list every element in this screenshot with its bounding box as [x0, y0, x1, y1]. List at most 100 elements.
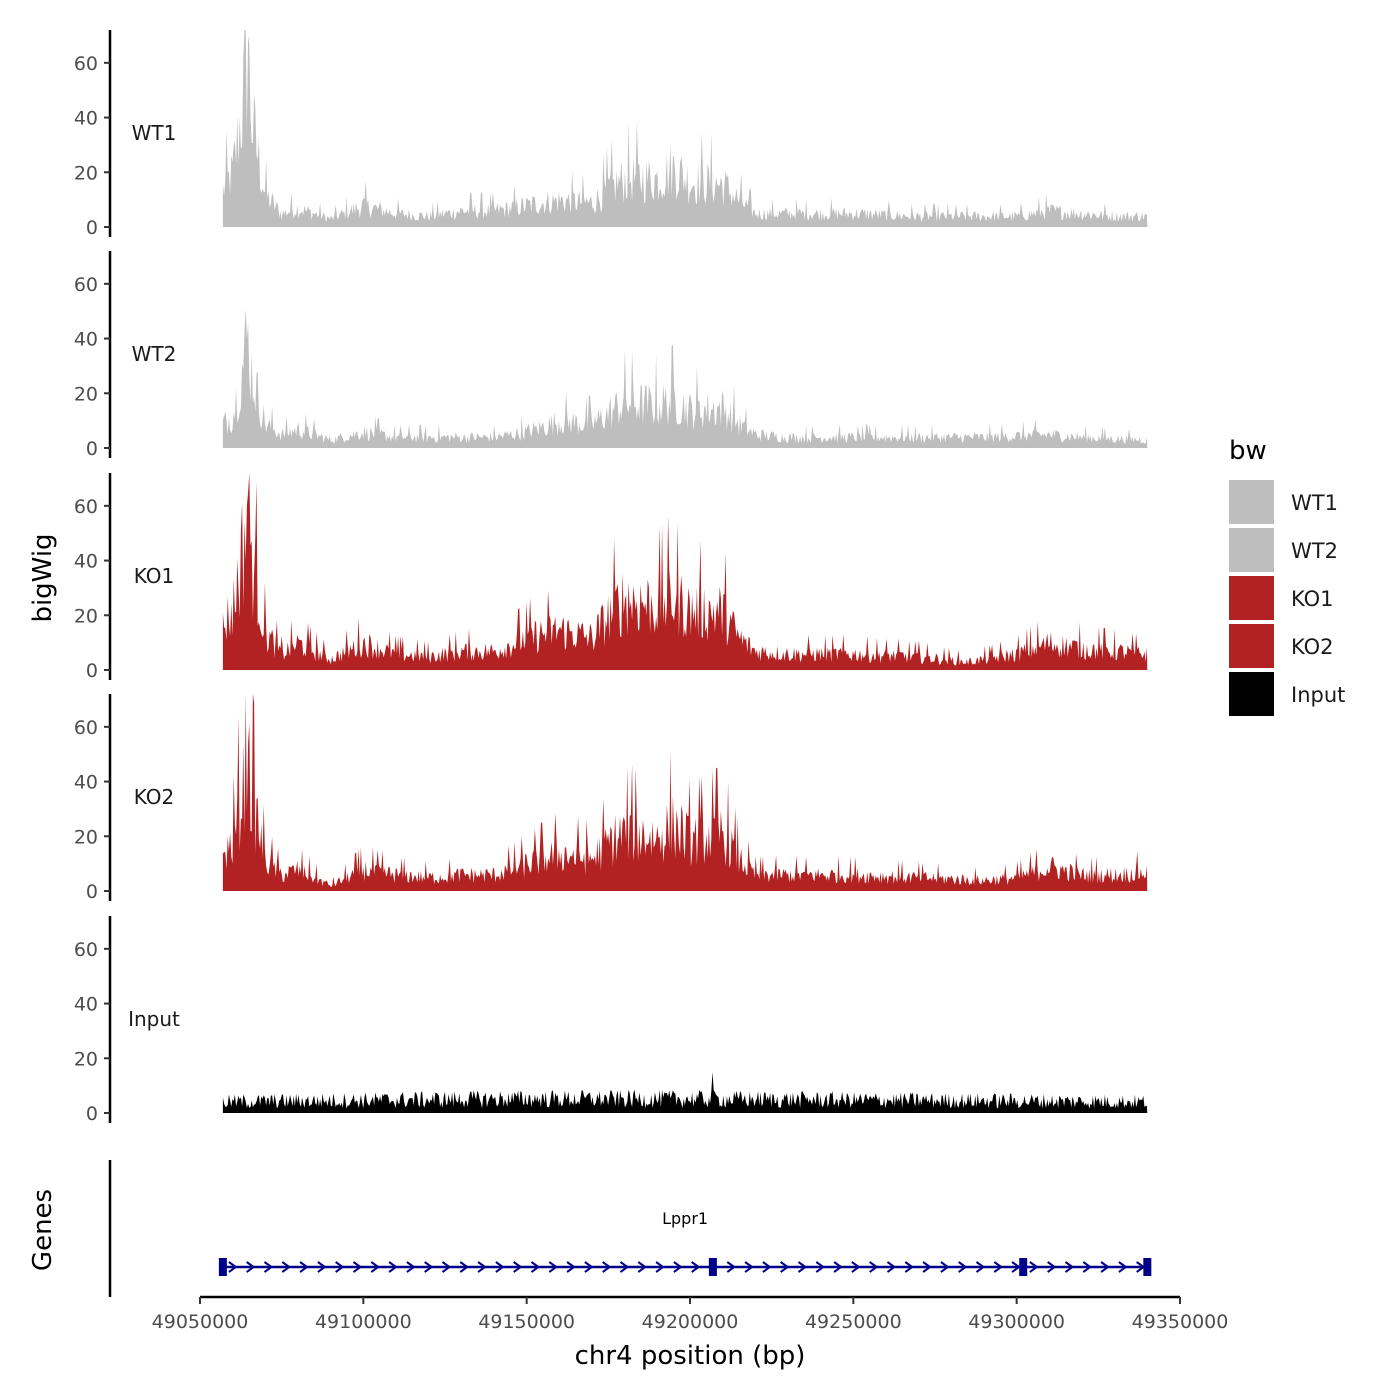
legend-label-wt1: WT1 — [1291, 491, 1338, 515]
strand-arrow — [1100, 1261, 1110, 1273]
track-label-ko2: KO2 — [134, 785, 175, 809]
strand-arrow — [869, 1261, 879, 1273]
y-tick-label: 0 — [86, 1103, 98, 1125]
strand-arrow — [1029, 1261, 1039, 1273]
strand-arrow — [530, 1261, 541, 1273]
y-tick-label: 60 — [74, 939, 98, 961]
strand-arrow — [1082, 1261, 1092, 1273]
strand-arrow — [263, 1261, 274, 1273]
track-label-wt2: WT2 — [132, 342, 177, 366]
legend-label-input: Input — [1291, 683, 1345, 707]
y-tick-label: 20 — [74, 383, 98, 405]
strand-arrow — [388, 1261, 398, 1273]
strand-arrow — [406, 1261, 416, 1273]
legend-key-input — [1229, 672, 1274, 716]
x-axis: 49050000 49100000 49150000 49200000 49250000… — [152, 1295, 1229, 1333]
y-tick-label: 40 — [74, 329, 98, 351]
strand-arrow — [886, 1261, 897, 1273]
y-tick-label: 20 — [74, 605, 98, 627]
strand-arrow — [1064, 1261, 1075, 1273]
genes-axis-title: Genes — [28, 1189, 58, 1271]
strand-arrow — [975, 1261, 986, 1273]
y-tick-label: 60 — [74, 496, 98, 518]
y-tick-label: 0 — [86, 660, 98, 682]
y-tick-label: 40 — [74, 994, 98, 1016]
coverage-area-wt1 — [222, 30, 1148, 227]
strand-arrow — [513, 1261, 523, 1273]
x-tick-label: 49100000 — [315, 1311, 412, 1333]
strand-arrow — [495, 1261, 505, 1273]
coverage-area-input — [222, 1072, 1148, 1113]
strand-arrow — [335, 1261, 345, 1273]
legend: bw WT1 WT2 KO1 KO2 Input — [1229, 436, 1345, 716]
strand-arrow — [851, 1261, 861, 1273]
track-label-ko1: KO1 — [134, 564, 175, 588]
strand-arrow — [299, 1261, 309, 1273]
strand-arrow — [940, 1261, 950, 1273]
strand-arrow — [958, 1261, 968, 1273]
strand-arrow — [797, 1261, 808, 1273]
strand-arrow — [815, 1261, 825, 1273]
y-tick-label: 20 — [74, 826, 98, 848]
strand-arrow — [691, 1261, 701, 1273]
strand-arrow — [246, 1261, 256, 1273]
y-tick-label: 60 — [74, 274, 98, 296]
legend-key-wt2 — [1229, 528, 1274, 572]
x-tick-label: 49300000 — [968, 1311, 1065, 1333]
strand-arrow — [762, 1261, 772, 1273]
strand-arrow — [904, 1261, 914, 1273]
track-label-wt1: WT1 — [132, 121, 177, 145]
x-tick-label: 49350000 — [1132, 1311, 1229, 1333]
strand-arrow — [637, 1261, 647, 1273]
strand-arrow — [655, 1261, 665, 1273]
strand-arrow — [602, 1261, 612, 1273]
coverage-area-ko1 — [222, 473, 1148, 670]
strand-arrow — [744, 1261, 754, 1273]
strand-arrow — [352, 1261, 363, 1273]
track-panel-input: 0 20 40 60 Input — [74, 916, 1148, 1125]
legend-label-ko1: KO1 — [1291, 587, 1334, 611]
strand-arrow — [441, 1261, 452, 1273]
legend-title: bw — [1229, 436, 1267, 466]
strand-arrow — [833, 1261, 843, 1273]
track-label-input: Input — [128, 1007, 180, 1031]
legend-key-ko1 — [1229, 576, 1274, 620]
strand-arrow — [922, 1261, 932, 1273]
legend-key-wt1 — [1229, 480, 1274, 524]
strand-arrow — [424, 1261, 434, 1273]
gene-exon — [1019, 1258, 1028, 1276]
track-panel-wt1: 0 20 40 60 WT1 — [74, 30, 1148, 239]
y-tick-label: 40 — [74, 772, 98, 794]
y-tick-label: 20 — [74, 162, 98, 184]
y-tick-label: 40 — [74, 551, 98, 573]
strand-arrow — [993, 1261, 1003, 1273]
y-tick-label: 60 — [74, 53, 98, 75]
strand-arrow — [281, 1261, 291, 1273]
legend-key-ko2 — [1229, 624, 1274, 668]
y-tick-label: 0 — [86, 217, 98, 239]
strand-arrow — [673, 1261, 683, 1273]
coverage-area-ko2 — [222, 694, 1148, 891]
y-tick-label: 60 — [74, 717, 98, 739]
strand-arrow — [584, 1261, 594, 1273]
gene-exon — [1143, 1258, 1152, 1276]
strand-arrow — [726, 1261, 736, 1273]
gene-exon — [708, 1258, 717, 1276]
strand-arrow — [459, 1261, 469, 1273]
y-tick-label: 0 — [86, 438, 98, 460]
x-tick-label: 49050000 — [152, 1311, 249, 1333]
y-tick-label: 20 — [74, 1048, 98, 1070]
y-axis-title: bigWig — [28, 533, 58, 622]
gene-exon — [218, 1258, 227, 1276]
strand-arrow — [370, 1261, 380, 1273]
y-tick-label: 40 — [74, 108, 98, 130]
track-panel-ko1: 0 20 40 60 KO1 — [74, 473, 1148, 682]
strand-arrow — [1118, 1261, 1128, 1273]
strand-arrow — [1047, 1261, 1057, 1273]
track-panel-wt2: 0 20 40 60 WT2 — [74, 251, 1148, 460]
gene-name-label: Lppr1 — [662, 1209, 708, 1228]
strand-arrow — [619, 1261, 630, 1273]
y-tick-label: 0 — [86, 881, 98, 903]
x-tick-label: 49200000 — [642, 1311, 739, 1333]
